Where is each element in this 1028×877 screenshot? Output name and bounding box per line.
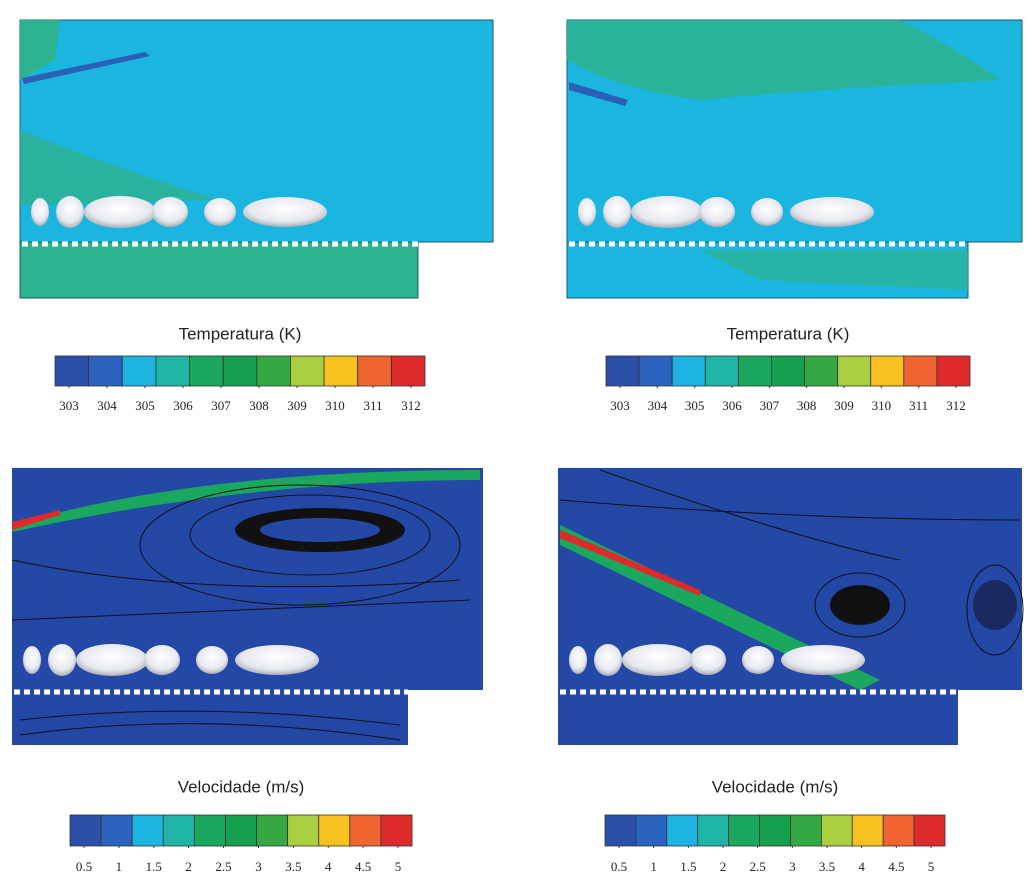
colorbar-tick-label: 4.5 (888, 859, 904, 874)
colorbar-segment (101, 815, 132, 846)
colorbar-segment (904, 356, 937, 386)
colorbar-segment (290, 356, 324, 386)
colorbar-tick-label: 0.5 (611, 859, 627, 874)
colorbar-segment (705, 356, 738, 386)
colorbar-tick-label: 308 (249, 398, 269, 413)
colorbar-segment (70, 815, 101, 846)
colorbar-segment (89, 356, 123, 386)
colorbar-tick-label: 2.5 (750, 859, 766, 874)
colorbar-tick-label: 311 (363, 398, 382, 413)
colorbar-tick-label: 4.5 (355, 859, 371, 874)
colorbar-tick-label: 5 (395, 859, 402, 874)
colorbar-segment (391, 356, 425, 386)
colorbar-segment (156, 356, 190, 386)
colorbar-segment (738, 356, 771, 386)
colorbar-tick-label: 5 (928, 859, 935, 874)
colorbar-title: Velocidade (m/s) (178, 777, 305, 796)
colorbar-segment (639, 356, 672, 386)
colorbar-tick-label: 2 (720, 859, 727, 874)
colorbar-segment (257, 356, 291, 386)
colorbar-tick-label: 307 (760, 398, 780, 413)
colorbar-segment (223, 356, 257, 386)
contour-temperature-1 (20, 20, 493, 298)
colorbar-tick-label: 4 (858, 859, 865, 874)
colorbar-segment (805, 356, 838, 386)
colorbar-segment (132, 815, 163, 846)
colorbar-tick-label: 1.5 (680, 859, 696, 874)
colorbar-tick-label: 307 (211, 398, 231, 413)
colorbar-segment (324, 356, 358, 386)
colorbar-tick-label: 3.5 (285, 859, 301, 874)
colorbar-tick-label: 3 (789, 859, 796, 874)
colorbar-segment (381, 815, 412, 846)
colorbar-segment (771, 356, 804, 386)
colorbar-segment (852, 815, 883, 846)
colorbar-tick-label: 2 (185, 859, 192, 874)
colorbar-segment (122, 356, 156, 386)
colorbar-segment (257, 815, 288, 846)
colorbar-segment (350, 815, 381, 846)
colorbar-title: Velocidade (m/s) (712, 777, 839, 796)
colorbar-tick-label: 310 (325, 398, 345, 413)
colorbar-segment (606, 356, 639, 386)
colorbar-tick-label: 306 (173, 398, 193, 413)
colorbar-segment (55, 356, 89, 386)
colorbar-segment (358, 356, 392, 386)
colorbar-title: Temperatura (K) (179, 324, 302, 343)
colorbar-tick-label: 309 (834, 398, 854, 413)
colorbar-tick-label: 0.5 (76, 859, 92, 874)
colorbar-segment (667, 815, 698, 846)
colorbar-segment (821, 815, 852, 846)
colorbar-tick-label: 311 (909, 398, 928, 413)
colorbar-segment (937, 356, 970, 386)
colorbar-tick-label: 3.5 (819, 859, 835, 874)
colorbar-segment (163, 815, 194, 846)
colorbar-tick-label: 1 (650, 859, 657, 874)
colorbar-segment (871, 356, 904, 386)
colorbar-tick-label: 310 (872, 398, 892, 413)
colorbar-tick-label: 4 (325, 859, 332, 874)
colorbar-title: Temperatura (K) (727, 324, 850, 343)
colorbar-segment (698, 815, 729, 846)
contour-velocity-2 (558, 468, 1023, 745)
colorbar-segment (883, 815, 914, 846)
colorbar-tick-label: 306 (722, 398, 742, 413)
colorbar-tick-label: 303 (610, 398, 630, 413)
colorbar-segment (194, 815, 225, 846)
colorbar-segment (636, 815, 667, 846)
contour-temperature-2 (567, 20, 1022, 298)
colorbar-segment (914, 815, 945, 846)
colorbar-segment (605, 815, 636, 846)
colorbar-segment (190, 356, 224, 386)
colorbar-tick-label: 3 (255, 859, 262, 874)
figure: Temperatura (K) 303 304 305 306 307 308 309 310 3… (0, 0, 1028, 877)
contour-velocity-1 (12, 468, 483, 745)
colorbar-segment (319, 815, 350, 846)
colorbar-tick-label: 1 (116, 859, 123, 874)
colorbar-tick-label: 312 (401, 398, 421, 413)
colorbar-segment (760, 815, 791, 846)
colorbar-segment (790, 815, 821, 846)
colorbar-tick-label: 1.5 (146, 859, 162, 874)
colorbar-tick-label: 304 (97, 398, 117, 413)
colorbar-tick-label: 304 (648, 398, 668, 413)
colorbar-tick-label: 2.5 (215, 859, 231, 874)
colorbar-tick-label: 309 (287, 398, 307, 413)
colorbar-segment (225, 815, 256, 846)
colorbar-segment (838, 356, 871, 386)
colorbar-tick-label: 305 (685, 398, 705, 413)
colorbar-segment (288, 815, 319, 846)
colorbar-tick-label: 303 (59, 398, 79, 413)
colorbar-tick-label: 312 (946, 398, 966, 413)
colorbar-tick-label: 308 (797, 398, 817, 413)
colorbar-tick-label: 305 (135, 398, 155, 413)
colorbar-segment (729, 815, 760, 846)
colorbar-segment (672, 356, 705, 386)
